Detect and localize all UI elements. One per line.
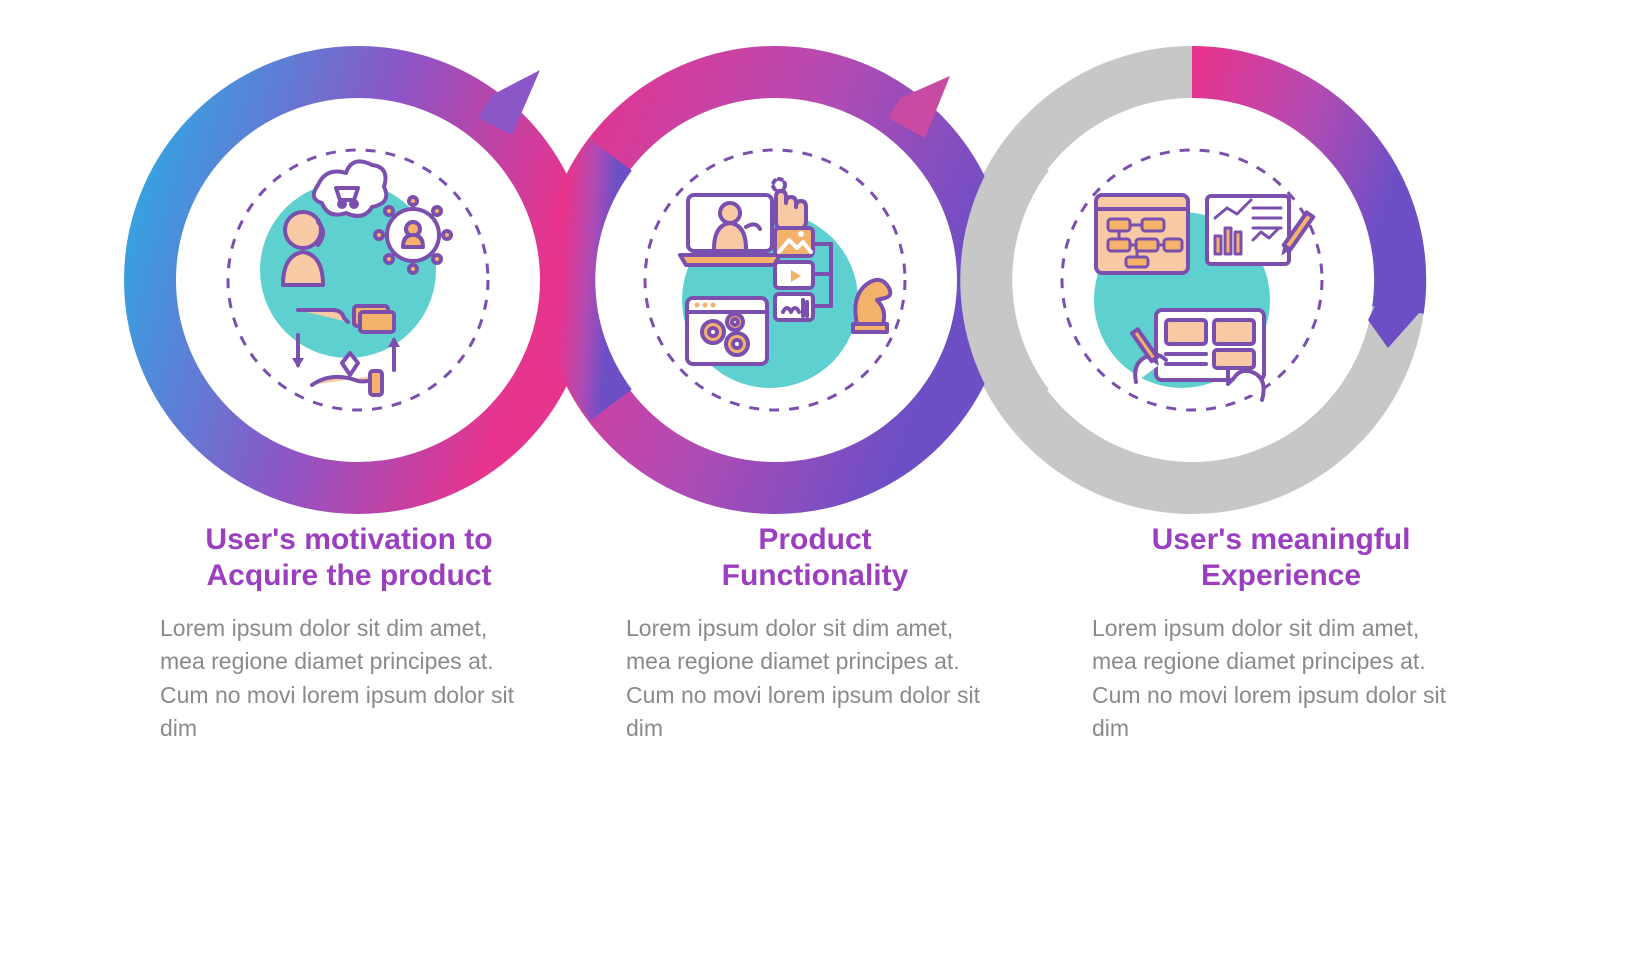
col-1-title: User's motivation to Acquire the product <box>160 522 538 594</box>
col-1-body: Lorem ipsum dolor sit dim amet, mea regi… <box>160 612 538 745</box>
col-2-title-l2: Functionality <box>722 559 909 592</box>
functionality-icon <box>645 150 905 410</box>
col-1: User's motivation to Acquire the product… <box>160 522 538 745</box>
col-2-title-l1: Product <box>758 523 871 556</box>
col-3-title-l2: Experience <box>1201 559 1361 592</box>
col-1-title-l1: User's motivation to <box>205 523 492 556</box>
motivation-icon <box>228 150 488 410</box>
col-2-body: Lorem ipsum dolor sit dim amet, mea regi… <box>626 612 1004 745</box>
col-3-body: Lorem ipsum dolor sit dim amet, mea regi… <box>1092 612 1470 745</box>
infographic-stage: User's motivation to Acquire the product… <box>0 0 1633 980</box>
col-3-title: User's meaningful Experience <box>1092 522 1470 594</box>
col-3-title-l1: User's meaningful <box>1152 523 1411 556</box>
col-1-title-l2: Acquire the product <box>206 559 491 592</box>
col-2: Product Functionality Lorem ipsum dolor … <box>626 522 1004 745</box>
experience-icon <box>1062 150 1322 410</box>
text-columns: User's motivation to Acquire the product… <box>160 522 1470 745</box>
col-2-title: Product Functionality <box>626 522 1004 594</box>
col-3: User's meaningful Experience Lorem ipsum… <box>1092 522 1470 745</box>
